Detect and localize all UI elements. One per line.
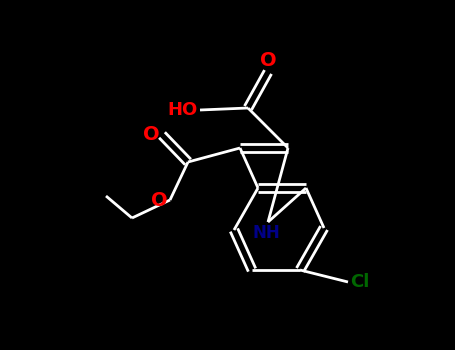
Text: O: O [152,190,168,210]
Text: Cl: Cl [350,273,369,291]
Text: HO: HO [168,101,198,119]
Text: O: O [260,51,276,70]
Text: O: O [143,126,160,145]
Text: NH: NH [252,224,280,242]
